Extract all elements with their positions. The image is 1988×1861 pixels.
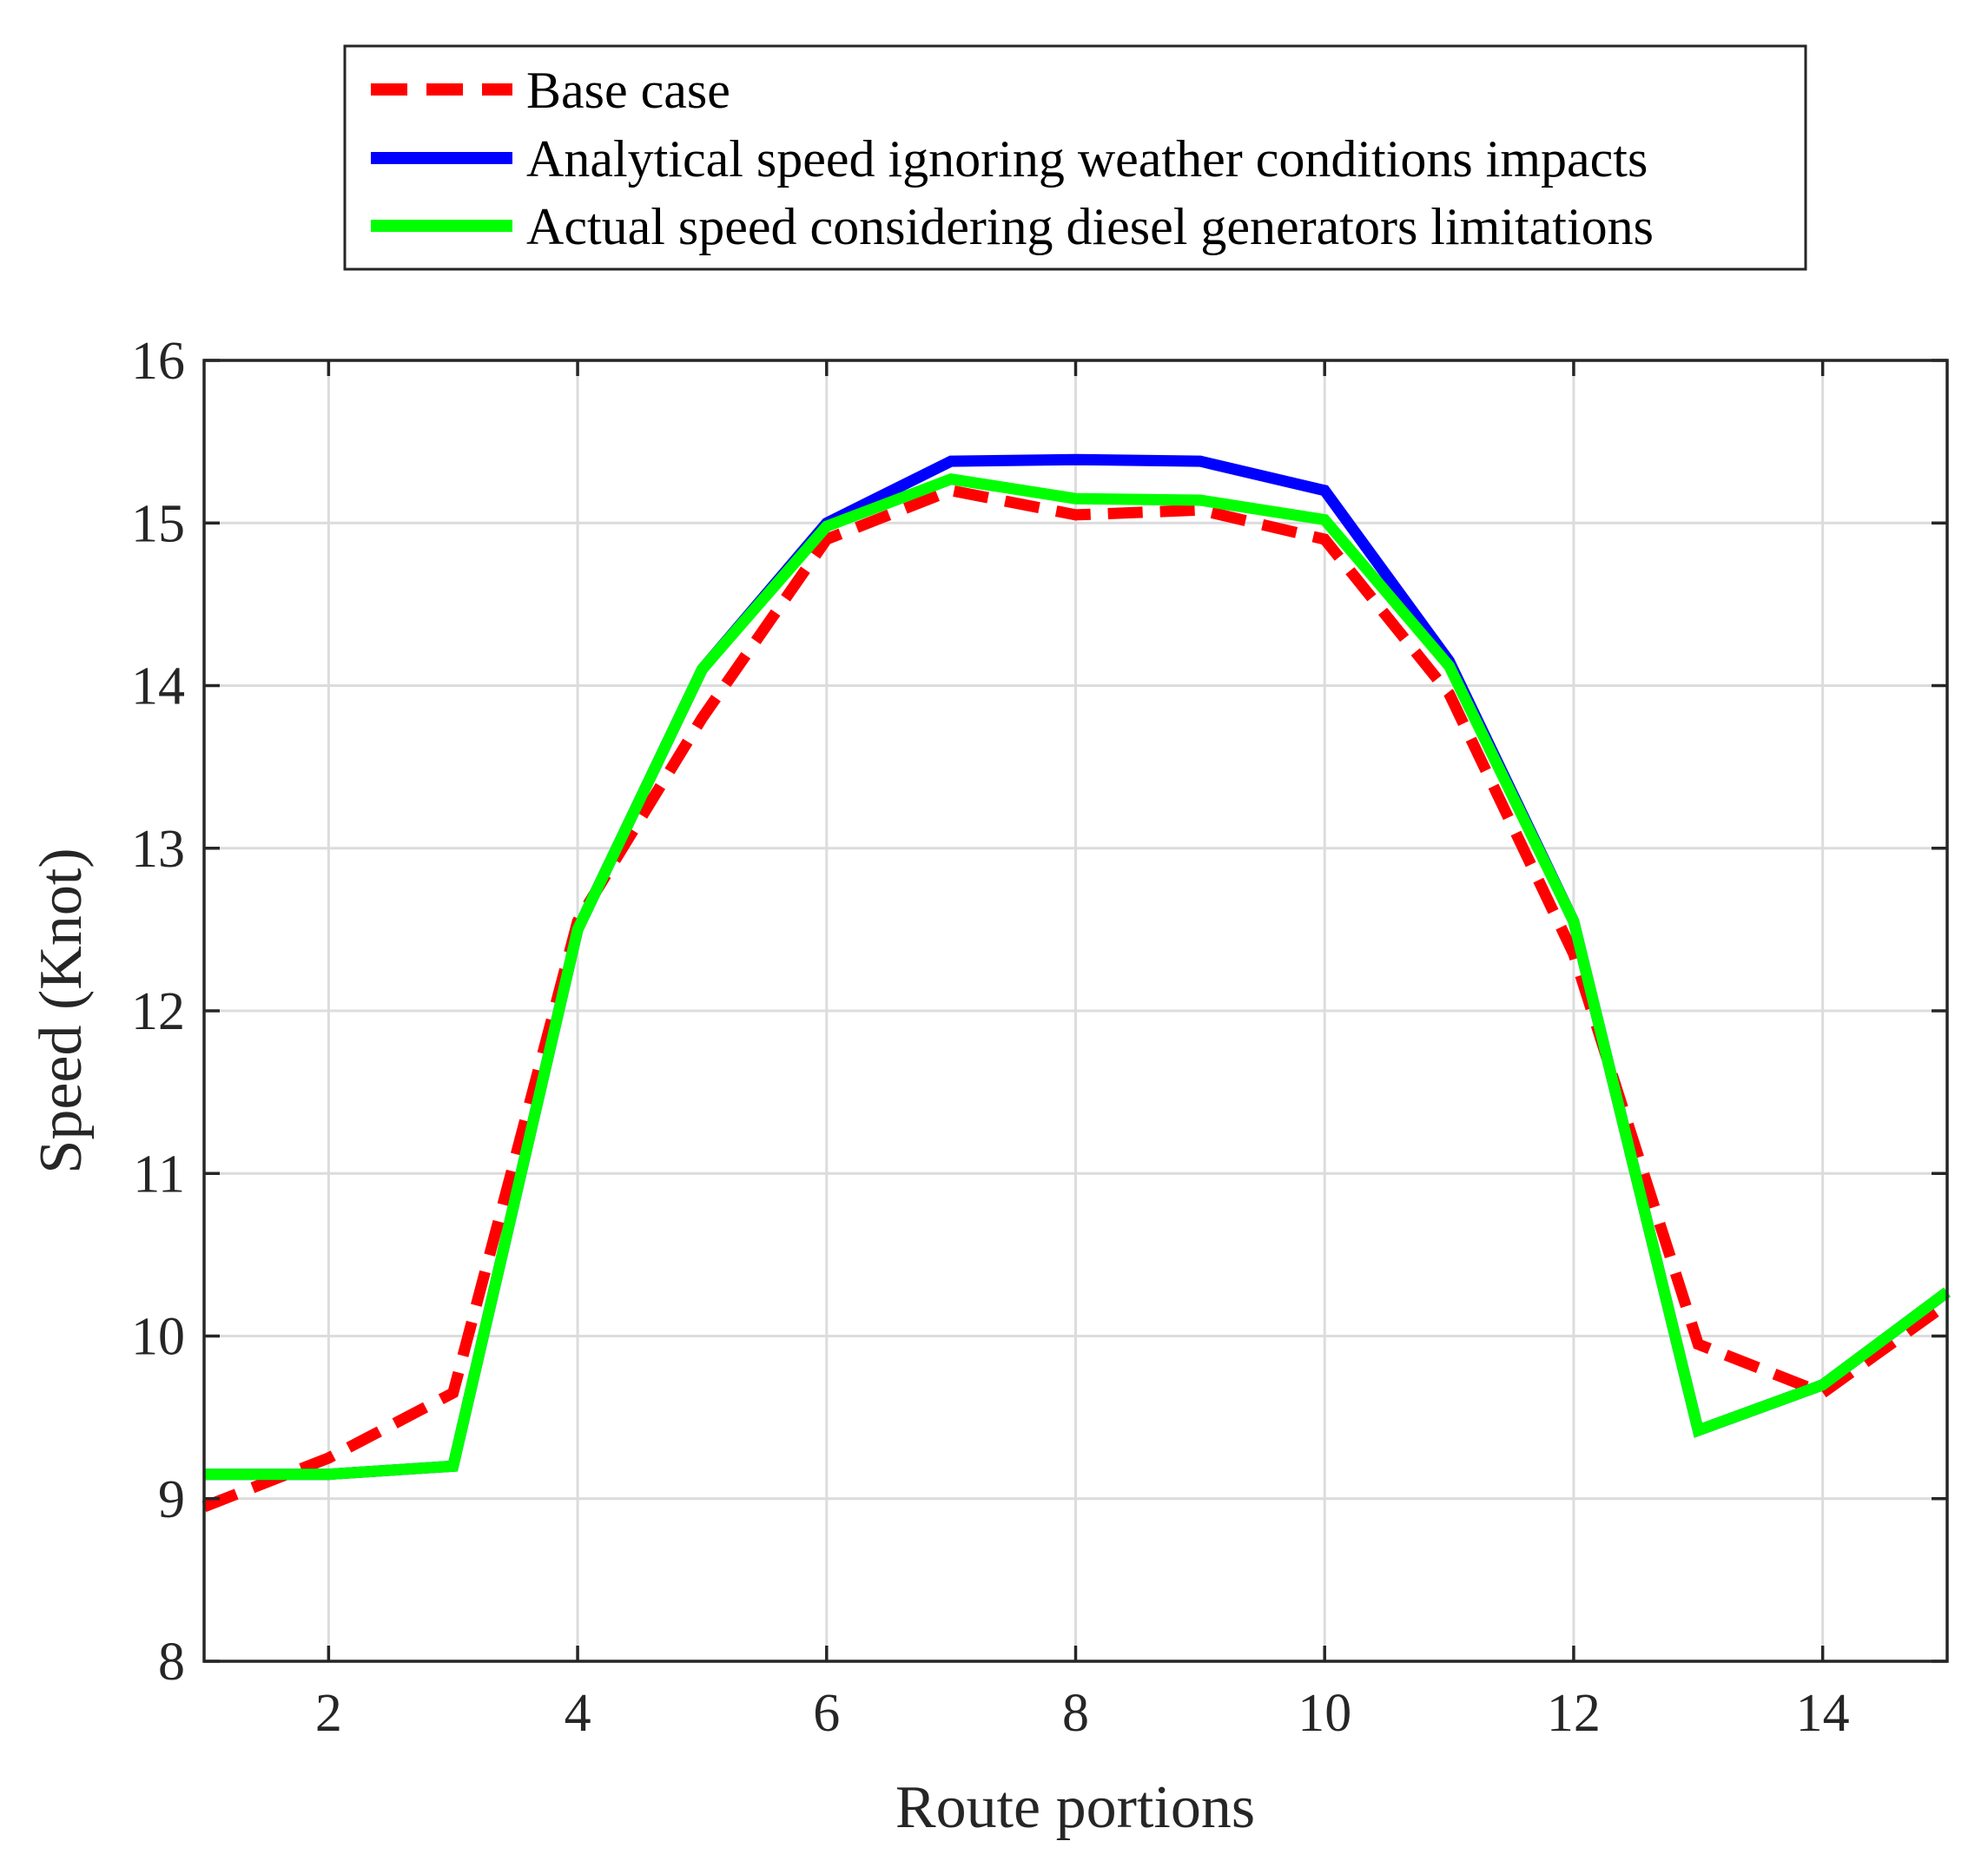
series-layer (201, 453, 1951, 1513)
y-tick-label: 16 (131, 332, 185, 391)
y-tick-label: 11 (133, 1145, 185, 1204)
x-tick-label: 14 (1796, 1684, 1850, 1743)
y-tick-label: 9 (158, 1470, 185, 1529)
legend-label-base-case: Base case (526, 62, 730, 119)
legend-label-analytical-speed: Analytical speed ignoring weather condit… (526, 130, 1648, 188)
y-tick-label: 12 (131, 982, 185, 1041)
y-tick-label: 13 (131, 820, 185, 879)
x-tick-label: 10 (1298, 1684, 1351, 1743)
series-line-base-case (201, 485, 1951, 1513)
axes: 2 4 6 8 10 12 14 8 9 10 11 12 13 14 15 16 (131, 332, 1949, 1743)
y-axis-label: Speed (Knot) (28, 848, 95, 1173)
x-tick-label: 4 (565, 1684, 591, 1743)
x-tick-label: 2 (315, 1684, 342, 1743)
x-axis-label: Route portions (895, 1774, 1255, 1841)
y-tick-label: 10 (131, 1308, 185, 1367)
legend-box (343, 44, 1807, 271)
y-tick-label: 8 (158, 1633, 185, 1692)
series-line-actual-speed-considering-diesel-generators-limitations (204, 473, 1951, 1481)
legend-label-actual-speed: Actual speed considering diesel generato… (526, 198, 1654, 255)
y-tick-label: 14 (131, 657, 185, 716)
x-tick-label: 12 (1547, 1684, 1601, 1743)
x-tick-label: 8 (1062, 1684, 1089, 1743)
legend: Base case Analytical speed ignoring weat… (343, 44, 1807, 271)
y-tick-label: 15 (131, 494, 185, 553)
x-tick-label: 6 (813, 1684, 840, 1743)
